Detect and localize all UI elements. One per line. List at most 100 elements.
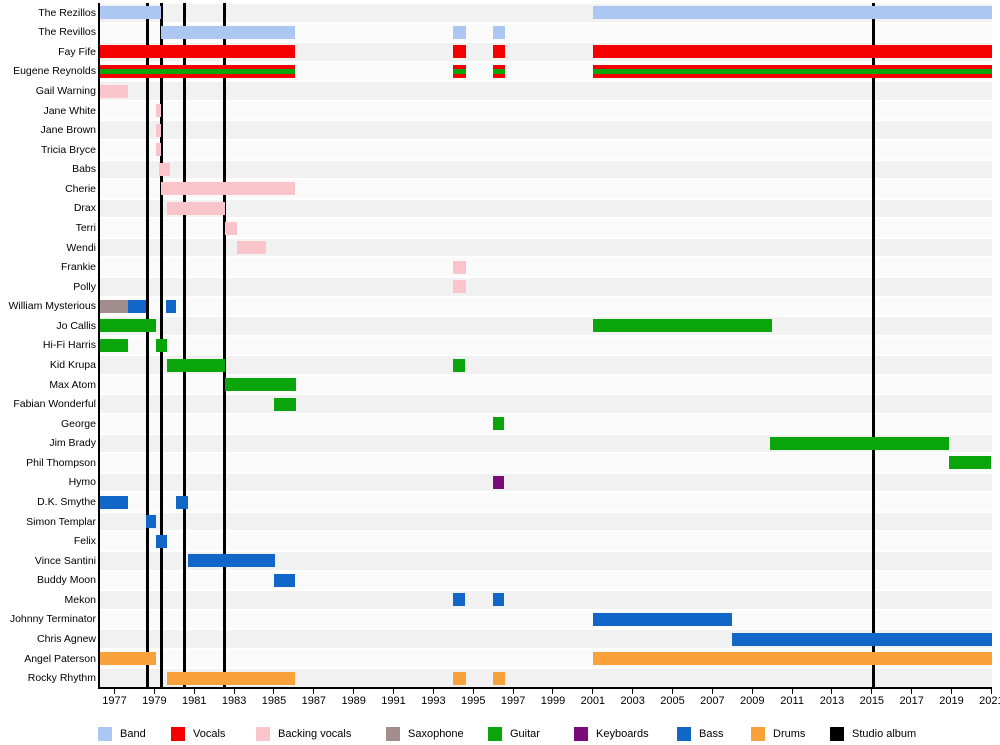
row-label: Chris Agnew bbox=[37, 633, 96, 646]
axis-tick bbox=[791, 688, 793, 694]
bar-bass bbox=[273, 573, 295, 587]
bar-guitar bbox=[592, 319, 773, 333]
axis-tick bbox=[512, 688, 514, 694]
bar-guitar bbox=[100, 319, 157, 333]
bar-backing_vocals bbox=[225, 221, 238, 235]
plot-left-border bbox=[98, 3, 100, 688]
row-label: Polly bbox=[73, 280, 96, 293]
bar-vocals bbox=[592, 45, 992, 59]
bar-vocals bbox=[453, 65, 467, 78]
row-stripe bbox=[100, 180, 992, 198]
row-stripe bbox=[100, 121, 992, 139]
bar-overlay-guitar bbox=[592, 69, 992, 74]
bar-keyboards bbox=[493, 476, 505, 489]
row-stripe bbox=[100, 454, 992, 472]
row-stripe bbox=[100, 160, 992, 179]
row-stripe bbox=[100, 238, 992, 257]
bar-bass bbox=[100, 495, 129, 509]
bar-guitar bbox=[156, 339, 168, 352]
axis-tick-label: 1987 bbox=[301, 695, 327, 707]
axis-tick-label: 1981 bbox=[182, 695, 207, 707]
row-stripe bbox=[100, 493, 992, 511]
axis-tick bbox=[831, 688, 833, 694]
bar-backing_vocals bbox=[159, 162, 171, 176]
row-label: The Rezillos bbox=[38, 6, 96, 19]
bar-overlay-guitar bbox=[493, 69, 506, 74]
bar-saxophone bbox=[100, 299, 129, 313]
row-stripe bbox=[100, 297, 992, 316]
bar-vocals bbox=[100, 45, 295, 59]
bar-backing_vocals bbox=[156, 123, 162, 137]
legend-swatch-bass bbox=[677, 727, 691, 741]
bar-bass bbox=[493, 593, 505, 607]
row-stripe bbox=[100, 336, 992, 355]
bar-guitar bbox=[225, 378, 296, 392]
bar-overlay-guitar bbox=[100, 69, 295, 74]
axis-tick-label: 1983 bbox=[221, 695, 247, 707]
row-stripe bbox=[100, 317, 992, 335]
legend-swatch-saxophone bbox=[386, 727, 400, 741]
bar-drums bbox=[167, 671, 295, 685]
bar-vocals bbox=[493, 65, 506, 78]
legend-item-guitar: Guitar bbox=[488, 726, 540, 742]
axis-tick bbox=[153, 688, 155, 694]
legend-item-saxophone: Saxophone bbox=[386, 726, 464, 742]
axis-tick-label: 1979 bbox=[142, 695, 167, 707]
axis-tick-label: 1993 bbox=[421, 695, 446, 707]
bar-vocals bbox=[100, 65, 295, 78]
row-stripe bbox=[100, 82, 992, 100]
axis-tick bbox=[751, 688, 753, 694]
row-stripe bbox=[100, 395, 992, 413]
row-label: Jane Brown bbox=[40, 124, 96, 137]
axis-tick bbox=[672, 688, 674, 694]
row-stripe bbox=[100, 669, 992, 687]
row-stripe bbox=[100, 434, 992, 453]
bar-guitar bbox=[167, 358, 226, 372]
axis-tick bbox=[632, 688, 634, 694]
legend-item-vocals: Vocals bbox=[171, 726, 225, 742]
axis-tick-label: 1989 bbox=[341, 695, 366, 707]
bar-backing_vocals bbox=[167, 202, 226, 215]
bar-vocals bbox=[592, 65, 992, 78]
bar-overlay-guitar bbox=[453, 69, 467, 74]
row-label: Felix bbox=[73, 535, 96, 548]
legend: Band Vocals Backing vocals Saxophone Guitar K… bbox=[0, 726, 1000, 745]
row-stripe bbox=[100, 532, 992, 550]
row-label: Mekon bbox=[64, 593, 96, 606]
row-stripe bbox=[100, 278, 992, 296]
row-stripe bbox=[100, 571, 992, 590]
bar-bass bbox=[166, 299, 177, 313]
row-stripe bbox=[100, 219, 992, 237]
row-label: Vince Santini bbox=[34, 554, 96, 567]
axis-tick bbox=[911, 688, 913, 694]
bar-guitar bbox=[100, 339, 129, 352]
bar-guitar bbox=[948, 456, 992, 470]
bar-vocals bbox=[453, 45, 467, 59]
bar-bass bbox=[188, 554, 275, 568]
legend-swatch-guitar bbox=[488, 727, 502, 741]
bar-bass bbox=[453, 593, 466, 607]
axis-tick bbox=[393, 688, 395, 694]
bar-drums bbox=[493, 671, 506, 685]
axis-tick-label: 2005 bbox=[660, 695, 685, 707]
row-stripe bbox=[100, 473, 992, 492]
bar-drums bbox=[592, 652, 992, 666]
row-stripe bbox=[100, 101, 992, 120]
bar-guitar bbox=[273, 397, 296, 411]
axis-tick-label: 1999 bbox=[540, 695, 566, 707]
legend-label: Bass bbox=[699, 728, 724, 740]
axis-tick-label: 2017 bbox=[899, 695, 924, 707]
bar-drums bbox=[100, 652, 157, 666]
row-label: Wendi bbox=[66, 241, 96, 254]
bar-drums bbox=[453, 671, 467, 685]
bar-bass bbox=[176, 495, 189, 509]
axis-tick bbox=[313, 688, 315, 694]
row-label: Phil Thompson bbox=[26, 456, 96, 469]
legend-swatch-drums bbox=[751, 727, 765, 741]
bar-guitar bbox=[770, 436, 949, 450]
row-label: Kid Krupa bbox=[49, 359, 96, 372]
row-label: Hi-Fi Harris bbox=[42, 339, 96, 352]
legend-item-studio_album: Studio album bbox=[830, 726, 916, 742]
axis-tick bbox=[193, 688, 195, 694]
row-label: Eugene Reynolds bbox=[13, 65, 96, 78]
